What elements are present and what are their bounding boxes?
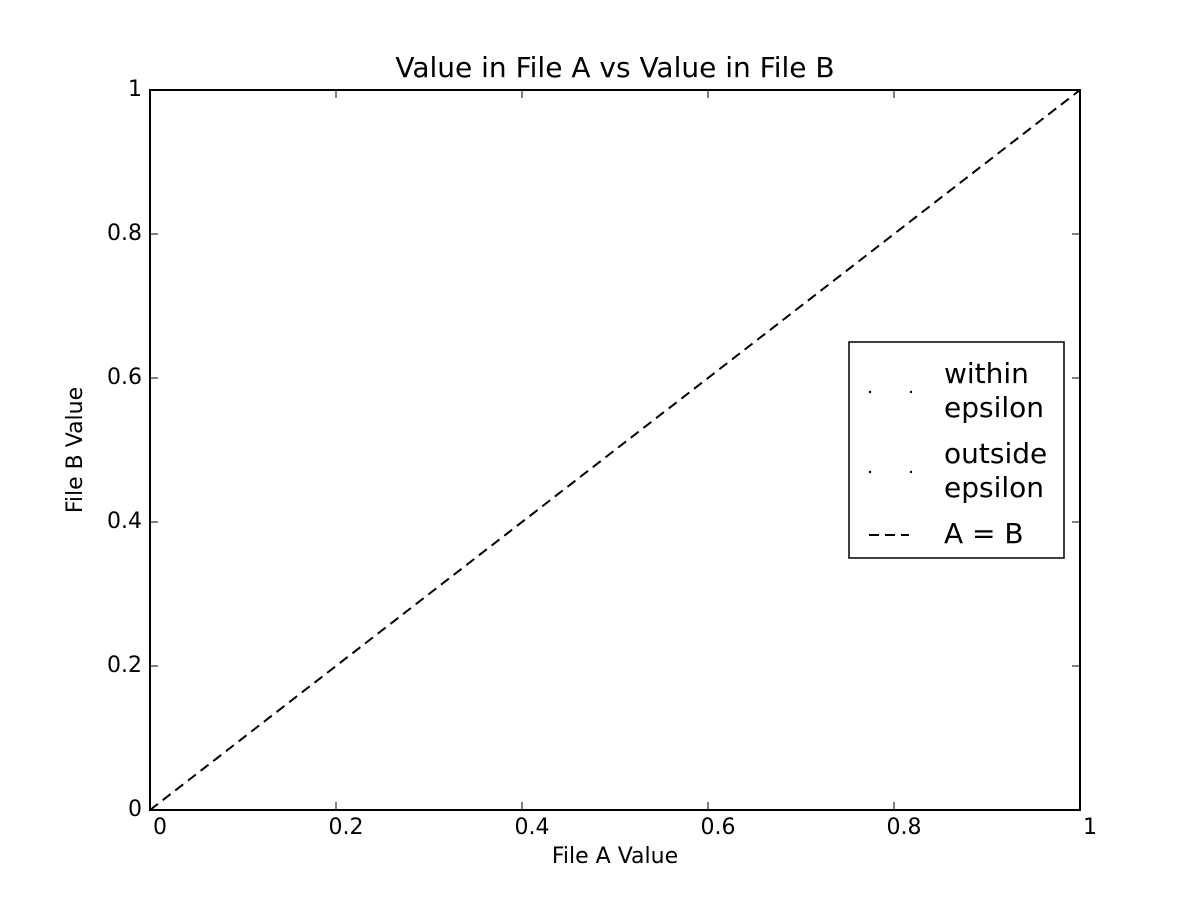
x-tick-label: 0.8: [887, 815, 922, 840]
y-axis-label: File B Value: [63, 387, 88, 513]
legend-label: within epsilon: [944, 357, 1044, 424]
line: [149, 89, 1081, 811]
y-tick-label: 0.8: [107, 221, 142, 246]
legend-label: outside epsilon: [944, 437, 1047, 504]
x-tick-label: 0.2: [329, 815, 364, 840]
legend-box: [848, 341, 1065, 559]
legend-marker: [909, 470, 913, 474]
x-tick-label: 0.6: [701, 815, 736, 840]
x-tick-label: 0: [153, 815, 167, 840]
y-tick-label: 0.6: [107, 365, 142, 390]
legend: within epsilon outside epsilon A = B: [848, 341, 1065, 559]
y-tick-label: 1: [128, 77, 142, 102]
chart-title: Value in File A vs Value in File B: [395, 51, 834, 84]
legend-marker: [909, 390, 913, 394]
x-tick-label: 1: [1083, 815, 1097, 840]
y-tick-label: 0: [128, 797, 142, 822]
x-tick-label: 0.4: [515, 815, 550, 840]
legend-label: A = B: [944, 517, 1024, 550]
y-tick-label: 0.4: [107, 509, 142, 534]
y-tick-label: 0.2: [107, 653, 142, 678]
legend-marker: [868, 470, 872, 474]
plot-frame: [149, 89, 1081, 811]
legend-marker: [868, 390, 872, 394]
x-axis-label: File A Value: [552, 844, 678, 869]
